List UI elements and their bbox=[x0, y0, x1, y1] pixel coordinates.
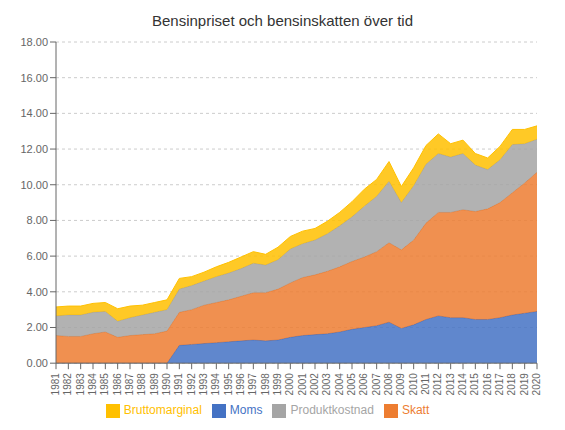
svg-text:1996: 1996 bbox=[235, 373, 246, 396]
svg-text:1989: 1989 bbox=[149, 373, 160, 396]
svg-text:1998: 1998 bbox=[260, 373, 271, 396]
svg-text:2015: 2015 bbox=[469, 373, 480, 396]
svg-text:4.00: 4.00 bbox=[27, 286, 48, 298]
svg-text:2011: 2011 bbox=[420, 373, 431, 395]
svg-text:2001: 2001 bbox=[297, 373, 308, 396]
html-text:Skatt: Skatt bbox=[401, 403, 430, 418]
svg-text:2020: 2020 bbox=[531, 373, 542, 396]
svg-text:2.00: 2.00 bbox=[27, 321, 48, 333]
svg-text:12.00: 12.00 bbox=[20, 143, 48, 155]
svg-text:2005: 2005 bbox=[346, 373, 357, 396]
svg-text:1990: 1990 bbox=[161, 373, 172, 396]
svg-text:10.00: 10.00 bbox=[20, 179, 48, 191]
svg-text:2000: 2000 bbox=[284, 373, 295, 396]
svg-text:2003: 2003 bbox=[321, 373, 332, 396]
svg-text:1981: 1981 bbox=[50, 373, 61, 396]
svg-text:2010: 2010 bbox=[408, 373, 419, 396]
svg-text:2014: 2014 bbox=[457, 373, 468, 396]
svg-text:1987: 1987 bbox=[124, 373, 135, 396]
svg-text:1986: 1986 bbox=[112, 373, 123, 396]
svg-text:2004: 2004 bbox=[334, 373, 345, 396]
html-text:Produktkostnad: Produktkostnad bbox=[290, 403, 374, 418]
svg-text:2013: 2013 bbox=[445, 373, 456, 396]
svg-text:18.00: 18.00 bbox=[20, 36, 48, 48]
svg-text:1995: 1995 bbox=[223, 373, 234, 396]
svg-text:1999: 1999 bbox=[272, 373, 283, 396]
svg-text:1988: 1988 bbox=[136, 373, 147, 396]
svg-text:1994: 1994 bbox=[210, 373, 221, 396]
html-text:Moms: Moms bbox=[229, 403, 263, 418]
svg-text:16.00: 16.00 bbox=[20, 72, 48, 84]
svg-text:2002: 2002 bbox=[309, 373, 320, 396]
svg-text:6.00: 6.00 bbox=[27, 250, 48, 262]
svg-text:0.00: 0.00 bbox=[27, 357, 48, 369]
svg-text:14.00: 14.00 bbox=[20, 107, 48, 119]
svg-text:1993: 1993 bbox=[198, 373, 209, 396]
svg-text:8.00: 8.00 bbox=[27, 214, 48, 226]
svg-text:1983: 1983 bbox=[75, 373, 86, 396]
svg-text:2017: 2017 bbox=[494, 373, 505, 396]
html-text:Bensinpriset och bensinskatten: Bensinpriset och bensinskatten över tid bbox=[152, 12, 413, 29]
svg-text:2019: 2019 bbox=[519, 373, 530, 396]
svg-text:1982: 1982 bbox=[62, 373, 73, 396]
svg-text:2012: 2012 bbox=[432, 373, 443, 396]
svg-text:1991: 1991 bbox=[173, 373, 184, 396]
svg-text:2018: 2018 bbox=[506, 373, 517, 396]
svg-text:1985: 1985 bbox=[99, 373, 110, 396]
svg-text:1997: 1997 bbox=[247, 373, 258, 396]
html-text:Bruttomarginal: Bruttomarginal bbox=[123, 403, 202, 418]
svg-text:1992: 1992 bbox=[186, 373, 197, 396]
svg-text:2008: 2008 bbox=[383, 373, 394, 396]
svg-text:1984: 1984 bbox=[87, 373, 98, 396]
svg-text:2009: 2009 bbox=[395, 373, 406, 396]
svg-text:2006: 2006 bbox=[358, 373, 369, 396]
svg-text:2016: 2016 bbox=[482, 373, 493, 396]
svg-text:2007: 2007 bbox=[371, 373, 382, 396]
